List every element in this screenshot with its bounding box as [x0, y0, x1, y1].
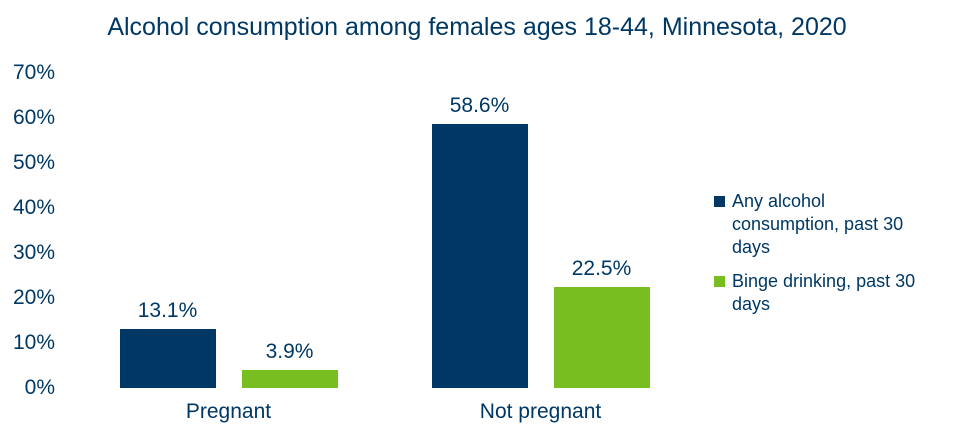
y-axis-tick-60: 60%	[12, 106, 55, 129]
legend-swatch-any-alcohol-icon	[714, 196, 725, 207]
x-axis-label-pregnant: Pregnant	[185, 400, 272, 423]
bar-not-pregnant-any-alcohol-consumption	[431, 124, 528, 388]
legend-label-binge-drinking: Binge drinking, past 30 days	[732, 271, 916, 314]
chart-title: Alcohol consumption among females ages 1…	[107, 13, 847, 41]
y-axis-tick-10: 10%	[12, 331, 55, 354]
y-axis-tick-40: 40%	[12, 196, 55, 219]
y-axis-tick-0: 0%	[24, 376, 55, 399]
legend-item-binge-drinking: Binge drinking, past 30 days	[714, 270, 944, 316]
y-axis-tick-30: 30%	[12, 241, 55, 264]
bar-pregnant-any-alcohol-consumption	[119, 329, 216, 388]
data-label-not-pregnant-binge-drinking: 22.5%	[571, 256, 632, 280]
legend: Any alcohol consumption, past 30 days Bi…	[714, 190, 944, 316]
data-label-not-pregnant-any-alcohol-consumption: 58.6%	[449, 94, 510, 118]
legend-item-any-alcohol: Any alcohol consumption, past 30 days	[714, 190, 944, 259]
x-axis-label-not-pregnant: Not pregnant	[479, 400, 602, 423]
bar-pregnant-binge-drinking	[241, 370, 338, 388]
data-label-pregnant-any-alcohol-consumption: 13.1%	[137, 299, 198, 323]
legend-swatch-binge-drinking-icon	[714, 276, 725, 287]
y-axis-tick-20: 20%	[12, 286, 55, 309]
data-label-pregnant-binge-drinking: 3.9%	[265, 340, 314, 364]
y-axis-tick-70: 70%	[12, 61, 55, 84]
y-axis-tick-50: 50%	[12, 151, 55, 174]
bar-not-pregnant-binge-drinking	[553, 286, 650, 388]
legend-label-any-alcohol: Any alcohol consumption, past 30 days	[732, 191, 904, 257]
